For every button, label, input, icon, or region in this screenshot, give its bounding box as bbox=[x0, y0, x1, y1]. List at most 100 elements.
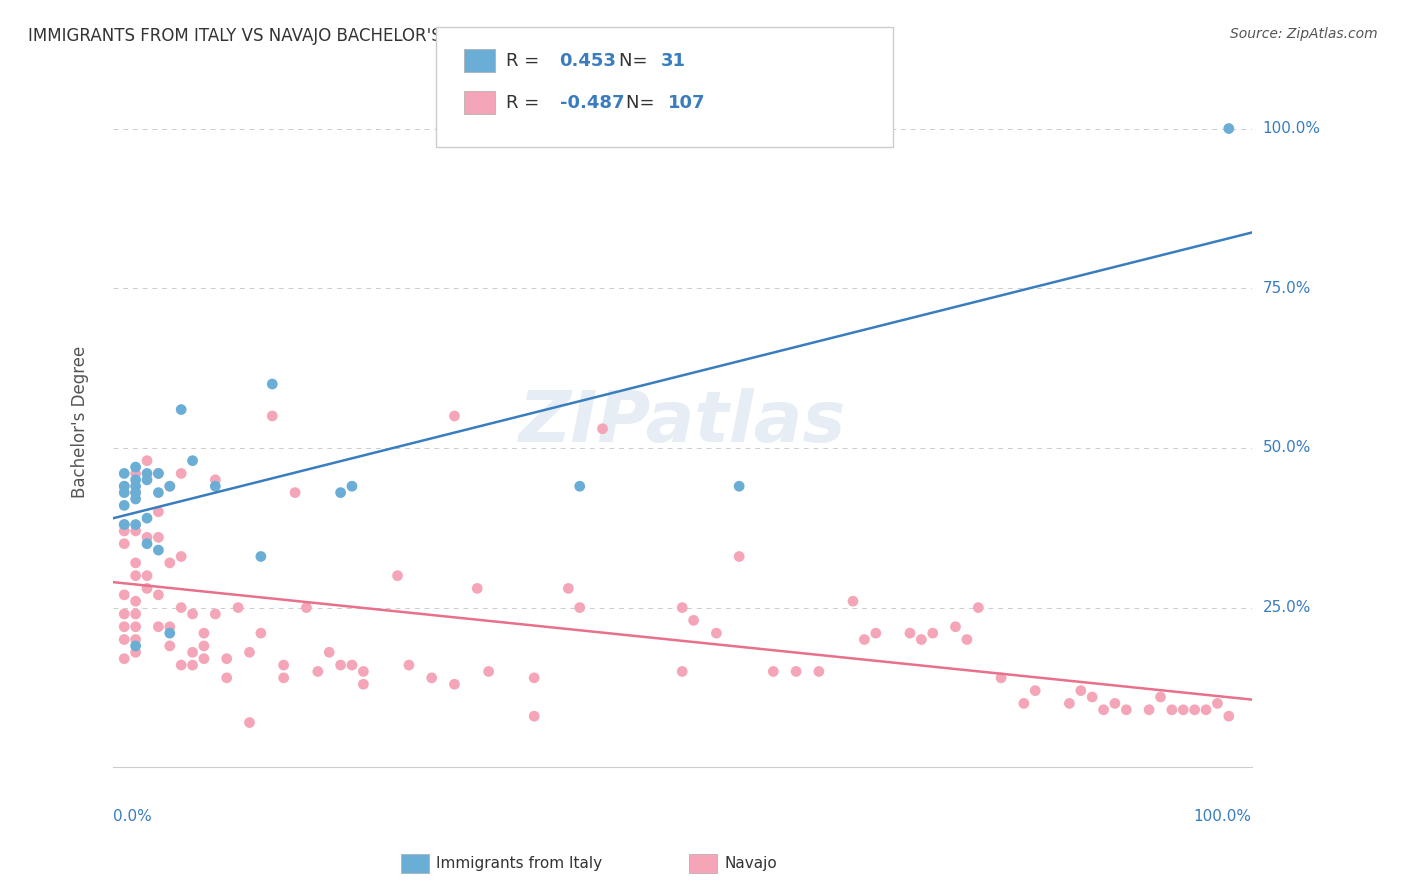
Text: 31: 31 bbox=[661, 52, 686, 70]
Point bbox=[204, 479, 226, 493]
Point bbox=[1184, 703, 1206, 717]
Point bbox=[112, 524, 135, 538]
Point bbox=[136, 568, 159, 582]
Point bbox=[181, 645, 204, 659]
Point bbox=[215, 671, 238, 685]
Text: 75.0%: 75.0% bbox=[1263, 281, 1310, 296]
Point bbox=[1081, 690, 1104, 704]
Point bbox=[124, 632, 146, 647]
Point bbox=[671, 665, 693, 679]
Point bbox=[568, 600, 591, 615]
Text: 25.0%: 25.0% bbox=[1263, 600, 1310, 615]
Point bbox=[112, 620, 135, 634]
Point bbox=[181, 453, 204, 467]
Point bbox=[568, 479, 591, 493]
Point bbox=[250, 549, 273, 564]
Point bbox=[1160, 703, 1182, 717]
Point bbox=[124, 491, 146, 506]
Point bbox=[170, 402, 193, 417]
Point bbox=[238, 645, 260, 659]
Text: 100.0%: 100.0% bbox=[1263, 121, 1320, 136]
Text: -0.487: -0.487 bbox=[560, 94, 624, 112]
Point bbox=[112, 537, 135, 551]
Point bbox=[1059, 697, 1081, 711]
Point bbox=[728, 549, 751, 564]
Point bbox=[159, 620, 181, 634]
Point bbox=[728, 479, 751, 493]
Point bbox=[956, 632, 979, 647]
Point bbox=[124, 607, 146, 621]
Point bbox=[329, 658, 352, 673]
Point bbox=[112, 632, 135, 647]
Point bbox=[159, 479, 181, 493]
Point bbox=[1104, 697, 1126, 711]
Point bbox=[706, 626, 728, 640]
Point bbox=[910, 632, 932, 647]
Text: N=: N= bbox=[626, 94, 659, 112]
Point bbox=[124, 639, 146, 653]
Point bbox=[124, 479, 146, 493]
Point bbox=[284, 485, 307, 500]
Point bbox=[124, 467, 146, 481]
Point bbox=[136, 582, 159, 596]
Point bbox=[124, 460, 146, 475]
Point bbox=[226, 600, 249, 615]
Point bbox=[1195, 703, 1218, 717]
Point bbox=[785, 665, 807, 679]
Point bbox=[273, 658, 295, 673]
Point bbox=[307, 665, 329, 679]
Text: Navajo: Navajo bbox=[724, 856, 778, 871]
Point bbox=[136, 537, 159, 551]
Point bbox=[159, 626, 181, 640]
Point bbox=[523, 671, 546, 685]
Point bbox=[1149, 690, 1171, 704]
Point bbox=[478, 665, 501, 679]
Point bbox=[159, 479, 181, 493]
Point bbox=[124, 517, 146, 532]
Point bbox=[136, 467, 159, 481]
Text: R =: R = bbox=[506, 94, 546, 112]
Point bbox=[671, 600, 693, 615]
Point bbox=[762, 665, 785, 679]
Point bbox=[1012, 697, 1035, 711]
Point bbox=[170, 549, 193, 564]
Point bbox=[193, 639, 215, 653]
Point bbox=[124, 568, 146, 582]
Point bbox=[148, 620, 170, 634]
Point bbox=[682, 613, 704, 627]
Point bbox=[557, 582, 579, 596]
Point bbox=[853, 632, 876, 647]
Point bbox=[1173, 703, 1195, 717]
Point bbox=[443, 677, 465, 691]
Point bbox=[340, 479, 363, 493]
Point bbox=[1218, 709, 1240, 723]
Point bbox=[340, 658, 363, 673]
Point bbox=[112, 607, 135, 621]
Point bbox=[898, 626, 921, 640]
Text: ZIPatlas: ZIPatlas bbox=[519, 388, 846, 457]
Text: Source: ZipAtlas.com: Source: ZipAtlas.com bbox=[1230, 27, 1378, 41]
Point bbox=[112, 517, 135, 532]
Point bbox=[193, 626, 215, 640]
Point bbox=[136, 453, 159, 467]
Point bbox=[465, 582, 488, 596]
Point bbox=[215, 651, 238, 665]
Text: 107: 107 bbox=[668, 94, 706, 112]
Point bbox=[420, 671, 443, 685]
Point bbox=[842, 594, 865, 608]
Point bbox=[148, 588, 170, 602]
Point bbox=[124, 473, 146, 487]
Point bbox=[170, 658, 193, 673]
Point bbox=[592, 422, 614, 436]
Point bbox=[262, 377, 284, 392]
Text: Immigrants from Italy: Immigrants from Italy bbox=[436, 856, 602, 871]
Point bbox=[352, 665, 374, 679]
Point bbox=[1115, 703, 1137, 717]
Point bbox=[112, 467, 135, 481]
Point bbox=[990, 671, 1012, 685]
Point bbox=[398, 658, 420, 673]
Point bbox=[523, 709, 546, 723]
Point bbox=[181, 658, 204, 673]
Point bbox=[124, 594, 146, 608]
Point bbox=[112, 651, 135, 665]
